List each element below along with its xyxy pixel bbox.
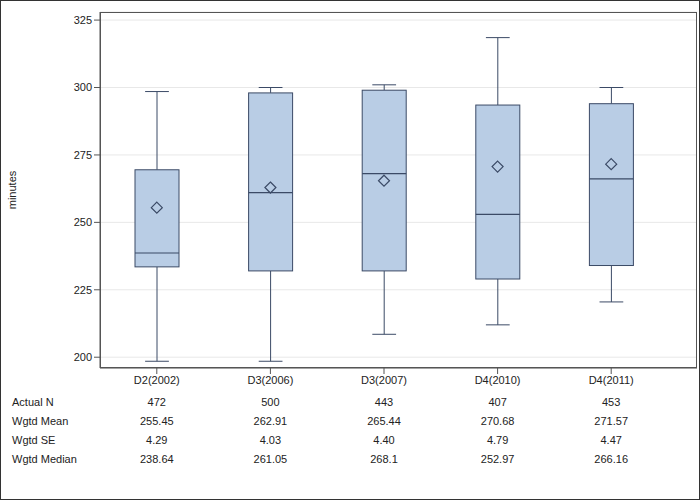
html-text:500: 500 — [261, 396, 280, 408]
svg-text:225: 225 — [74, 284, 92, 296]
html-text:Actual N: Actual N — [12, 396, 54, 408]
html-text:261.05: 261.05 — [253, 453, 288, 465]
html-text:Wgtd Median: Wgtd Median — [12, 453, 77, 465]
html-text:4.47: 4.47 — [600, 434, 622, 446]
html-text:4.29: 4.29 — [146, 434, 168, 446]
html-text:4.03: 4.03 — [259, 434, 282, 446]
html-text:4.79: 4.79 — [486, 434, 509, 446]
html-text:Wgtd SE: Wgtd SE — [12, 434, 56, 446]
svg-text:200: 200 — [74, 351, 92, 363]
svg-text:minutes: minutes — [8, 170, 18, 209]
html-text:266.16: 266.16 — [594, 453, 628, 465]
html-text:443: 443 — [374, 396, 394, 408]
html-text:4.40: 4.40 — [373, 434, 395, 446]
html-text:407: 407 — [488, 396, 507, 408]
svg-text:275: 275 — [74, 149, 92, 161]
html-text:252.97: 252.97 — [480, 453, 515, 465]
svg-text:D4(2011): D4(2011) — [589, 374, 634, 386]
html-text:271.57: 271.57 — [594, 415, 628, 427]
html-text:Wgtd Mean: Wgtd Mean — [12, 415, 69, 427]
svg-text:D3(2007): D3(2007) — [361, 374, 407, 386]
svg-text:300: 300 — [74, 81, 92, 93]
html-text:268.1: 268.1 — [370, 453, 398, 465]
html-text:238.64: 238.64 — [140, 453, 174, 465]
html-text:262.91: 262.91 — [253, 415, 288, 427]
svg-text:D2(2002): D2(2002) — [134, 374, 180, 386]
html-text:453: 453 — [602, 396, 621, 408]
html-text:270.68: 270.68 — [480, 415, 515, 427]
html-text:265.44: 265.44 — [367, 415, 401, 427]
html-text:472: 472 — [147, 396, 166, 408]
svg-text:325: 325 — [74, 14, 92, 26]
svg-text:250: 250 — [74, 216, 92, 228]
html-text:255.45: 255.45 — [140, 415, 174, 427]
svg-text:D3(2006): D3(2006) — [247, 374, 293, 386]
svg-text:D4(2010): D4(2010) — [475, 374, 521, 386]
